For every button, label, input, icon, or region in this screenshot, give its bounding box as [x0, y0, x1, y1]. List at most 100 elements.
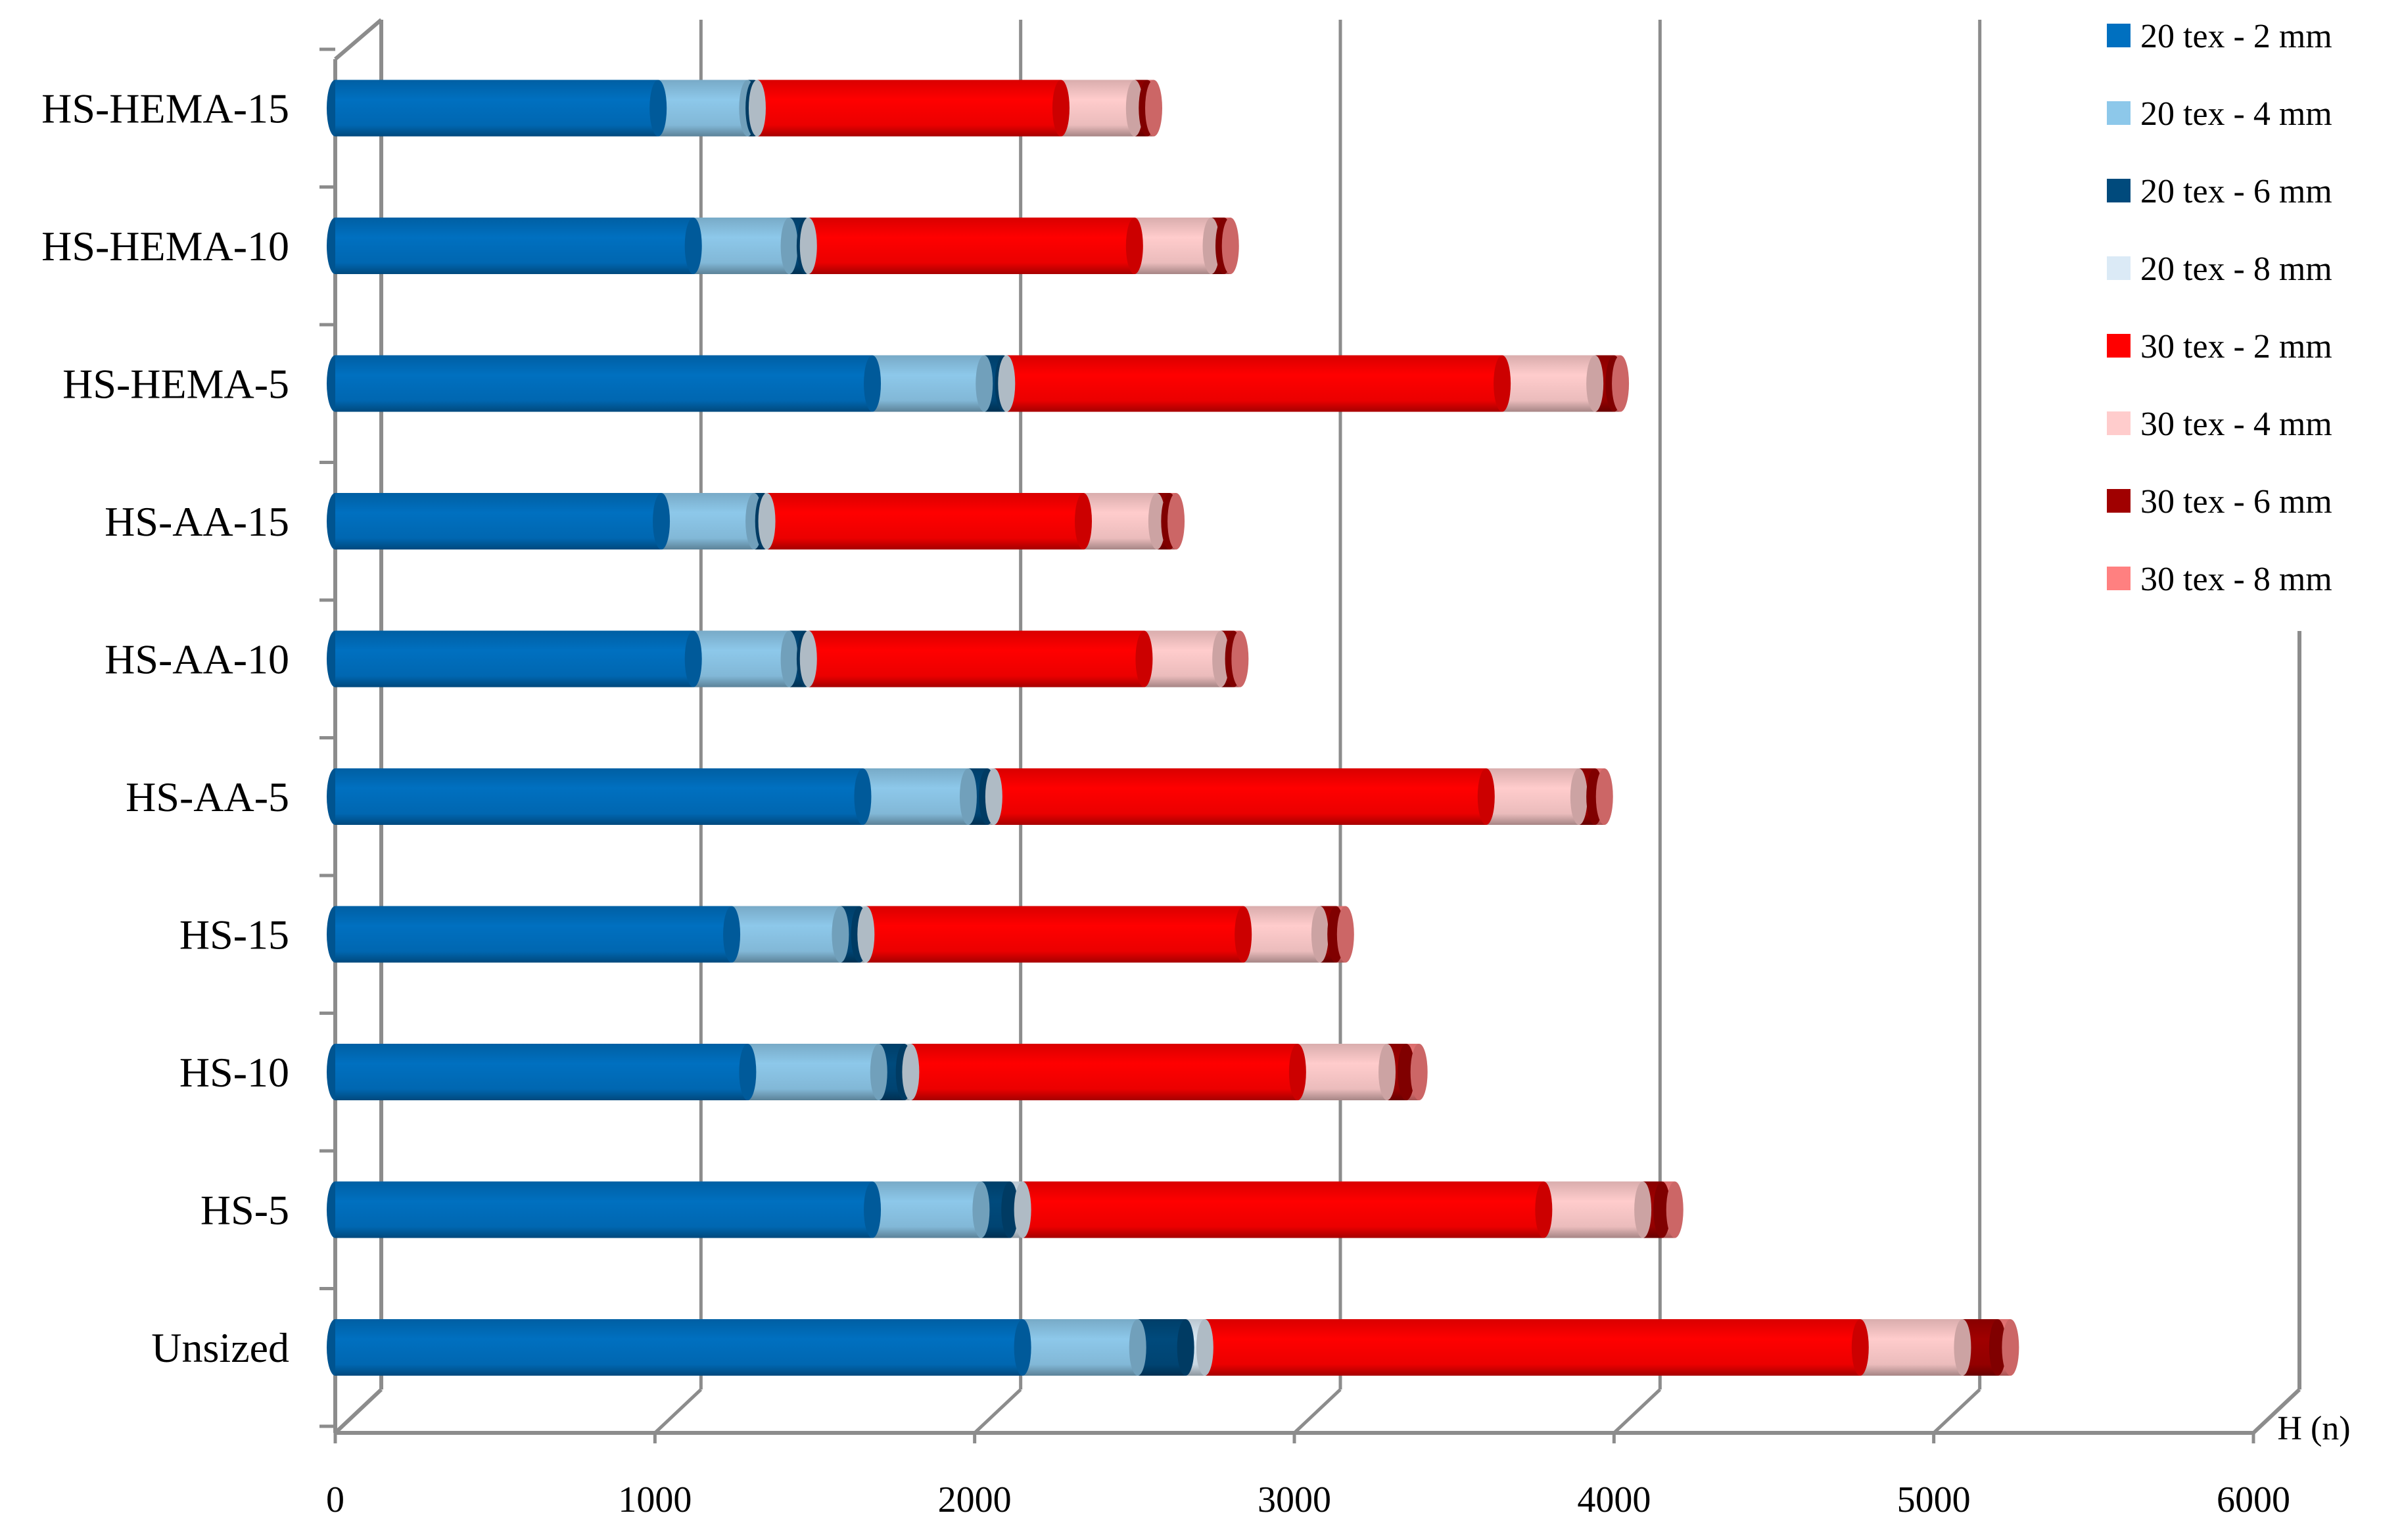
bar-cap-hs-aa-5-20-tex-4-mm [959, 768, 977, 825]
x-tick-label-2000: 2000 [938, 1480, 1012, 1520]
bar-hs-5-30-tex-4-mm [1543, 1181, 1643, 1238]
bar-cap-unsized-30-tex-4-mm [1954, 1319, 1971, 1376]
bar-hs-aa-10-20-tex-4-mm [693, 630, 789, 688]
x-tick-label-6000: 6000 [2217, 1480, 2290, 1520]
floor-gridline-1000 [653, 1388, 703, 1434]
category-label-hs-hema-10: HS-HEMA-10 [41, 223, 289, 269]
bar-hs-aa-10-20-tex-2-mm [335, 630, 694, 688]
x-tick-label-1000: 1000 [618, 1480, 692, 1520]
x-tick-label-3000: 3000 [1258, 1480, 1331, 1520]
bar-hs-hema-15-30-tex-2-mm [757, 80, 1061, 137]
bar-cap-hs-hema-10-30-tex-4-mm [1202, 218, 1220, 274]
bar-cap-hs-10-20-tex-4-mm [870, 1044, 887, 1100]
legend-swatch-30-tex-4-mm [2107, 411, 2131, 435]
bar-cap-hs-15-20-tex-8-mm [857, 906, 875, 963]
bar-cap-hs-15-30-tex-4-mm [1311, 906, 1329, 963]
bar-hs-aa-5-30-tex-4-mm [1486, 768, 1579, 825]
bar-group-hs-5 [327, 1181, 1684, 1238]
category-label-hs-15: HS-15 [179, 912, 289, 958]
x-tick-labels: 0 1000 2000 3000 4000 5000 6000 [326, 1480, 2290, 1520]
bar-cap-hs-10-30-tex-2-mm [1288, 1044, 1306, 1100]
bar-hs-hema-15-20-tex-4-mm [658, 80, 748, 137]
bars [327, 80, 2019, 1376]
bar-hs-hema-10-30-tex-4-mm [1134, 218, 1212, 274]
bar-cap-hs-hema-5-20-tex-2-mm [864, 355, 882, 412]
floor-gridline-2000 [973, 1388, 1022, 1434]
bar-cap-hs-15-30-tex-8-mm [1336, 906, 1354, 963]
bar-cap-hs-hema-5-30-tex-8-mm [1612, 355, 1630, 412]
bar-cap-hs-hema-10-20-tex-8-mm [799, 218, 817, 274]
bar-hs-10-30-tex-4-mm [1297, 1044, 1388, 1100]
category-label-hs-hema-15: HS-HEMA-15 [41, 85, 289, 132]
legend-swatch-20-tex-4-mm [2107, 101, 2131, 125]
bar-group-hs-10 [327, 1044, 1428, 1100]
legend-swatch-30-tex-2-mm [2107, 334, 2131, 358]
bar-cap-hs-5-30-tex-2-mm [1535, 1181, 1553, 1238]
legend-label-30-tex-6-mm: 30 tex - 6 mm [2140, 483, 2332, 521]
bar-cap-unsized-30-tex-6-mm [1989, 1319, 2006, 1376]
axes [319, 47, 2255, 1443]
bar-cap-hs-aa-5-20-tex-8-mm [985, 768, 1002, 825]
bar-cap-hs-5-20-tex-2-mm [864, 1181, 882, 1238]
bar-cap-unsized-30-tex-2-mm [1851, 1319, 1869, 1376]
category-label-hs-5: HS-5 [200, 1187, 289, 1234]
bar-hs-aa-15-20-tex-2-mm [335, 493, 662, 549]
bar-cap-hs-hema-15-20-tex-2-mm [649, 80, 667, 137]
bar-group-hs-hema-10 [327, 218, 1239, 274]
bar-cap-hs-hema-10-30-tex-8-mm [1221, 218, 1239, 274]
bar-hs-aa-5-20-tex-4-mm [862, 768, 968, 825]
x-axis-title: H (n) [2277, 1410, 2350, 1447]
gridlines [653, 20, 1982, 1434]
legend-label-30-tex-2-mm: 30 tex - 2 mm [2140, 328, 2332, 365]
bar-group-hs-hema-15 [327, 80, 1163, 137]
bar-cap-hs-aa-10-30-tex-4-mm [1212, 630, 1230, 688]
bar-cap-unsized-20-tex-2-mm [1014, 1319, 1031, 1376]
bar-cap-hs-aa-15-30-tex-2-mm [1075, 493, 1093, 549]
category-labels: Unsized HS-5 HS-10 HS-15 HS-AA-5 HS-AA-10 HS-A… [41, 85, 289, 1372]
category-label-hs-aa-10: HS-AA-10 [105, 636, 289, 683]
bar-cap-hs-aa-15-20-tex-2-mm [653, 493, 671, 549]
legend-label-20-tex-4-mm: 20 tex - 4 mm [2140, 95, 2332, 133]
x-tick-label-0: 0 [326, 1480, 344, 1520]
bar-cap-hs-hema-10-20-tex-2-mm [684, 218, 702, 274]
bar-hs-hema-10-30-tex-2-mm [808, 218, 1135, 274]
bar-hs-hema-10-20-tex-4-mm [693, 218, 789, 274]
category-label-hs-hema-5: HS-HEMA-5 [62, 361, 289, 408]
bar-cap-hs-hema-15-20-tex-8-mm [748, 80, 766, 137]
bar-hs-hema-5-30-tex-4-mm [1502, 355, 1595, 412]
bar-cap-hs-5-30-tex-6-mm [1653, 1181, 1671, 1238]
bar-hs-15-30-tex-4-mm [1243, 906, 1320, 963]
legend-swatch-30-tex-6-mm [2107, 489, 2131, 513]
bar-hs-hema-5-20-tex-4-mm [872, 355, 985, 412]
bar-cap-hs-aa-10-30-tex-8-mm [1231, 630, 1249, 688]
bar-cap-hs-hema-5-30-tex-2-mm [1494, 355, 1511, 412]
bar-unsized-30-tex-2-mm [1204, 1319, 1860, 1376]
bar-cap-hs-15-30-tex-2-mm [1235, 906, 1252, 963]
bar-unsized-30-tex-4-mm [1860, 1319, 1963, 1376]
bar-hs-10-20-tex-2-mm [335, 1044, 748, 1100]
bar-hs-aa-15-30-tex-2-mm [766, 493, 1084, 549]
bar-cap-unsized-20-tex-6-mm [1177, 1319, 1194, 1376]
bar-hs-aa-10-30-tex-2-mm [808, 630, 1144, 688]
bar-cap-hs-aa-10-20-tex-2-mm [684, 630, 702, 688]
legend-swatch-20-tex-8-mm [2107, 256, 2131, 280]
bar-hs-hema-10-20-tex-2-mm [335, 218, 694, 274]
bar-cap-hs-hema-15-30-tex-2-mm [1052, 80, 1070, 137]
bar-cap-hs-aa-15-20-tex-8-mm [758, 493, 776, 549]
bar-group-unsized [327, 1319, 2019, 1376]
bar-cap-unsized-20-tex-4-mm [1129, 1319, 1146, 1376]
legend-label-20-tex-2-mm: 20 tex - 2 mm [2140, 18, 2332, 55]
legend-label-30-tex-8-mm: 30 tex - 8 mm [2140, 561, 2332, 598]
bar-cap-hs-10-20-tex-8-mm [902, 1044, 920, 1100]
bar-cap-hs-10-30-tex-8-mm [1410, 1044, 1428, 1100]
bar-hs-10-30-tex-2-mm [910, 1044, 1298, 1100]
legend: 20 tex - 2 mm 20 tex - 4 mm 20 tex - 6 mm 2… [2107, 18, 2332, 598]
x-tick-label-5000: 5000 [1897, 1480, 1971, 1520]
floor-gridline-5000 [1932, 1388, 1981, 1434]
legend-swatch-20-tex-6-mm [2107, 179, 2131, 202]
category-label-unsized: Unsized [151, 1324, 289, 1371]
bar-hs-15-20-tex-2-mm [335, 906, 732, 963]
bar-group-hs-aa-5 [327, 768, 1613, 825]
bar-cap-hs-hema-15-30-tex-4-mm [1125, 80, 1143, 137]
